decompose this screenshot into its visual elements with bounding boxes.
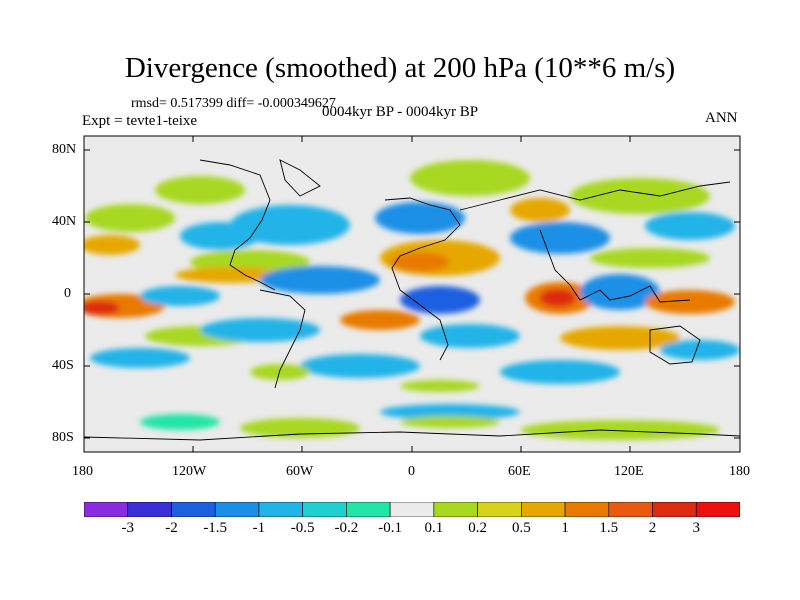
colorbar-swatch	[477, 502, 522, 517]
lon-label-60w: 60W	[286, 464, 314, 479]
lat-label-80n: 80N	[52, 142, 77, 157]
colorbar-swatch	[433, 502, 478, 517]
colorbar-label: -0.5	[290, 520, 315, 536]
lon-label-180e: 180	[729, 464, 750, 479]
lat-label-0: 0	[64, 286, 71, 301]
colorbar	[84, 502, 740, 517]
lon-label-60e: 60E	[508, 464, 531, 479]
plot-title: Divergence (smoothed) at 200 hPa (10**6 …	[124, 52, 676, 84]
colorbar-label: -0.2	[334, 520, 359, 536]
colorbar-swatch	[214, 502, 260, 517]
colorbar-label: 1.5	[599, 520, 619, 536]
colorbar-label: -2	[165, 520, 178, 536]
colorbar-swatch	[564, 502, 610, 517]
colorbar-label: 2	[648, 520, 657, 536]
colorbar-label: 0.2	[468, 520, 487, 536]
colorbar-label: -3	[121, 520, 134, 536]
lon-label-0: 0	[408, 464, 415, 479]
colorbar-swatch	[346, 502, 391, 517]
colorbar-label: 0.1	[424, 520, 444, 536]
divergence-field	[84, 160, 740, 440]
colorbar-swatch	[389, 502, 435, 517]
lat-label-40s: 40S	[52, 358, 74, 373]
colorbar-swatch	[127, 502, 172, 517]
colorbar-swatch	[171, 502, 216, 517]
axis-ticks	[84, 136, 740, 452]
colorbar-label: 0.5	[511, 520, 531, 536]
season-label: ANN	[705, 110, 738, 126]
lat-label-80s: 80S	[52, 430, 74, 445]
lat-label-40n: 40N	[52, 214, 77, 229]
colorbar-swatch	[84, 502, 129, 517]
colorbar-swatch	[258, 502, 303, 517]
colorbar-swatch	[302, 502, 347, 517]
colorbar-label: -0.1	[378, 520, 402, 536]
lon-label-120e: 120E	[614, 464, 644, 479]
colorbar-swatch	[652, 502, 697, 517]
colorbar-label: -1	[252, 520, 266, 536]
rmsd-diff-stats: rmsd= 0.517399 diff= -0.000349627	[131, 96, 336, 111]
colorbar-swatch	[521, 502, 566, 517]
colorbar-swatch	[695, 502, 740, 517]
colorbar-label: -1.5	[203, 520, 228, 536]
lon-label-120w: 120W	[172, 464, 207, 479]
experiment-label: Expt = tevte1-teixe	[82, 113, 198, 129]
colorbar-swatch	[608, 502, 653, 517]
colorbar-label: 1	[561, 520, 569, 536]
lon-label-180w: 180	[72, 464, 93, 479]
period-label: 0004kyr BP - 0004kyr BP	[322, 104, 479, 120]
colorbar-label: 3	[692, 520, 701, 536]
coastlines	[84, 159, 740, 441]
